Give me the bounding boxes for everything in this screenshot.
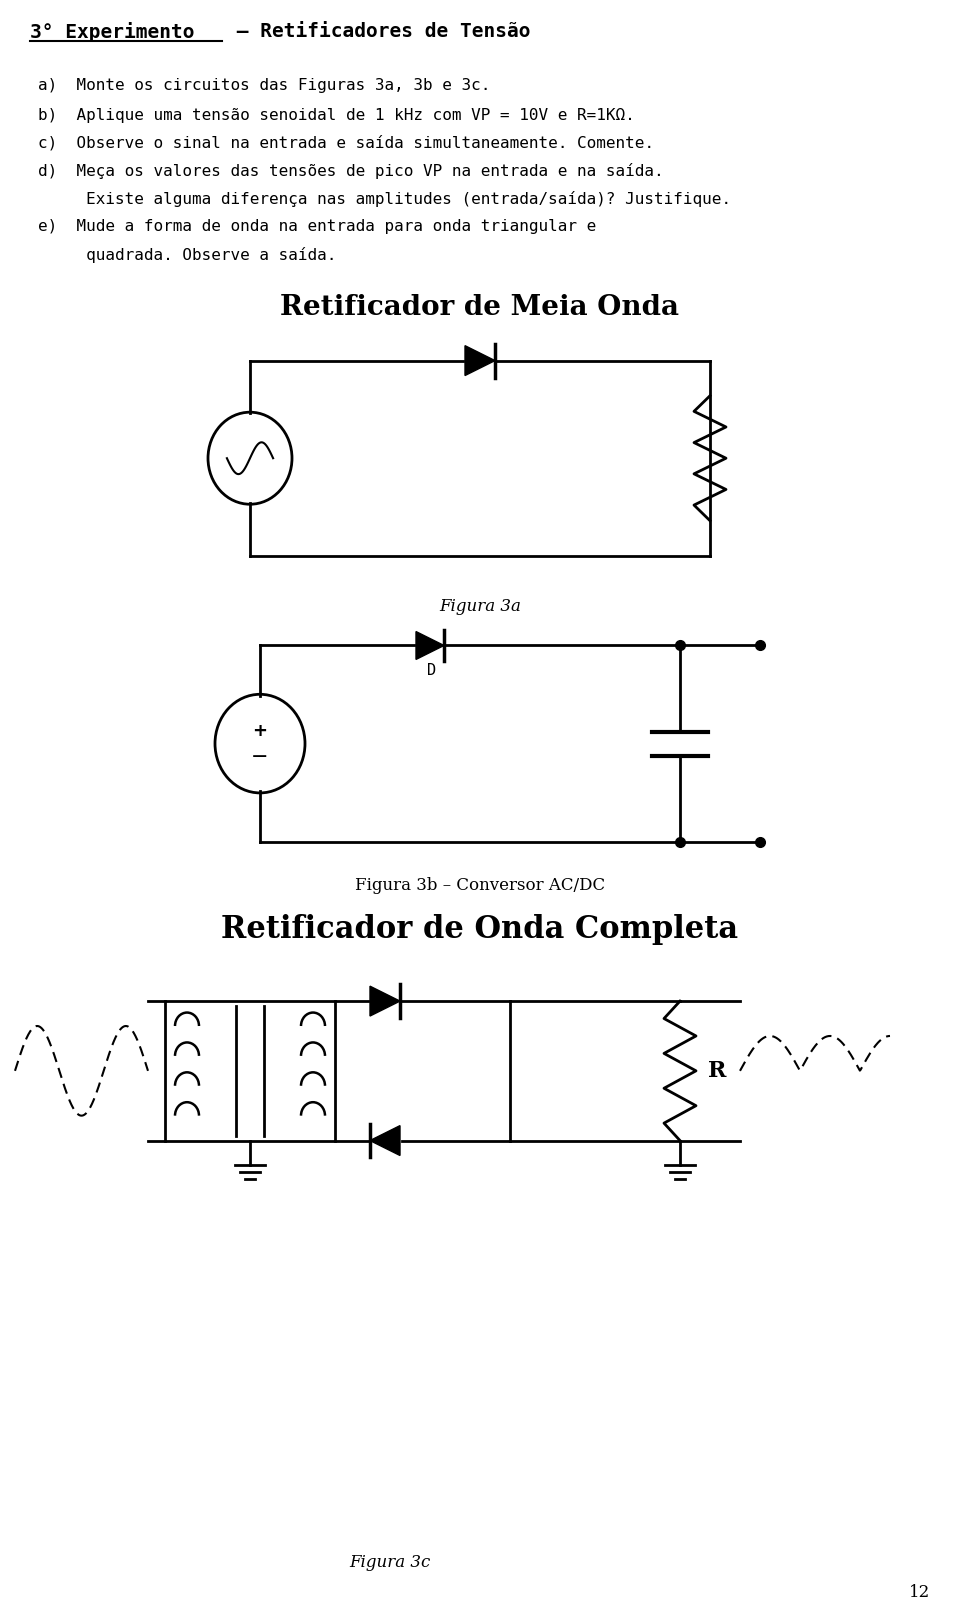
Text: b)  Aplique uma tensão senoidal de 1 kHz com VP = 10V e R=1KΩ.: b) Aplique uma tensão senoidal de 1 kHz … (38, 107, 635, 122)
Text: Retificador de Meia Onda: Retificador de Meia Onda (280, 294, 680, 321)
Text: Existe alguma diferença nas amplitudes (entrada/saída)? Justifique.: Existe alguma diferença nas amplitudes (… (38, 191, 731, 207)
Text: Retificador de Onda Completa: Retificador de Onda Completa (222, 914, 738, 945)
Text: Figura 3c: Figura 3c (349, 1554, 431, 1570)
Text: 12: 12 (909, 1583, 930, 1601)
Text: e)  Mude a forma de onda na entrada para onda triangular e: e) Mude a forma de onda na entrada para … (38, 220, 596, 234)
Text: d)  Meça os valores das tensões de pico VP na entrada e na saída.: d) Meça os valores das tensões de pico V… (38, 164, 663, 180)
Polygon shape (370, 1126, 400, 1155)
Text: 3° Experimento: 3° Experimento (30, 22, 195, 42)
Polygon shape (370, 986, 400, 1015)
Text: D: D (427, 664, 437, 678)
Text: +: + (252, 722, 268, 739)
Text: c)  Observe o sinal na entrada e saída simultaneamente. Comente.: c) Observe o sinal na entrada e saída si… (38, 135, 654, 151)
Polygon shape (416, 632, 444, 659)
Bar (165, 1001, 335, 1140)
Text: Figura 3b – Conversor AC/DC: Figura 3b – Conversor AC/DC (355, 877, 605, 893)
Text: −: − (252, 746, 269, 767)
Text: – Retificadores de Tensão: – Retificadores de Tensão (225, 22, 531, 42)
Text: a)  Monte os circuitos das Figuras 3a, 3b e 3c.: a) Monte os circuitos das Figuras 3a, 3b… (38, 77, 491, 93)
Text: R: R (708, 1060, 727, 1081)
Polygon shape (465, 345, 495, 375)
Text: quadrada. Observe a saída.: quadrada. Observe a saída. (38, 247, 336, 263)
Text: Figura 3a: Figura 3a (439, 598, 521, 614)
